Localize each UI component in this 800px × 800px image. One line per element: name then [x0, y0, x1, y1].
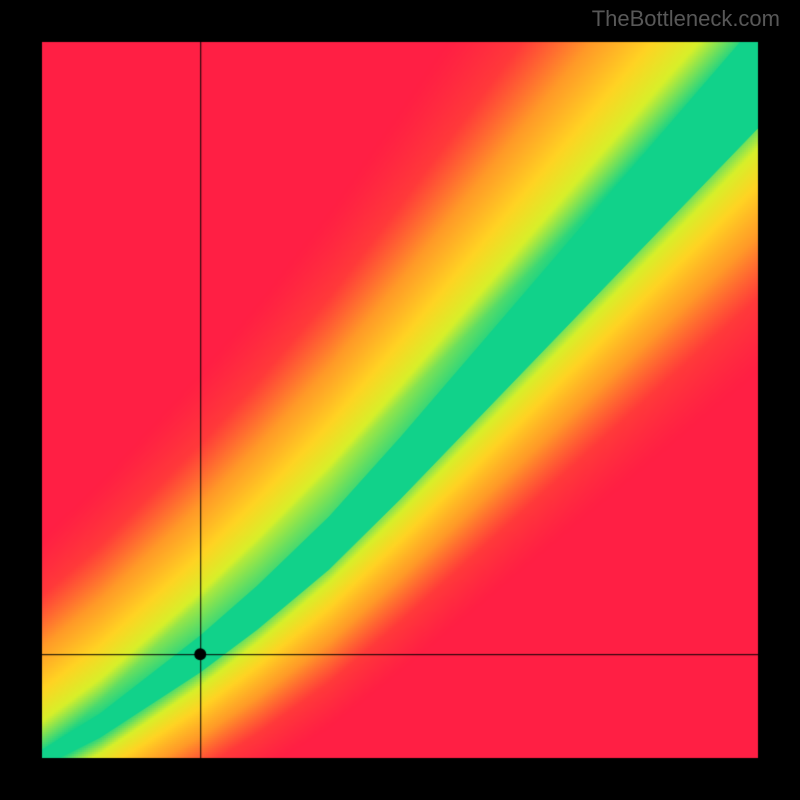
bottleneck-heatmap [0, 0, 800, 800]
watermark-text: TheBottleneck.com [592, 6, 780, 32]
